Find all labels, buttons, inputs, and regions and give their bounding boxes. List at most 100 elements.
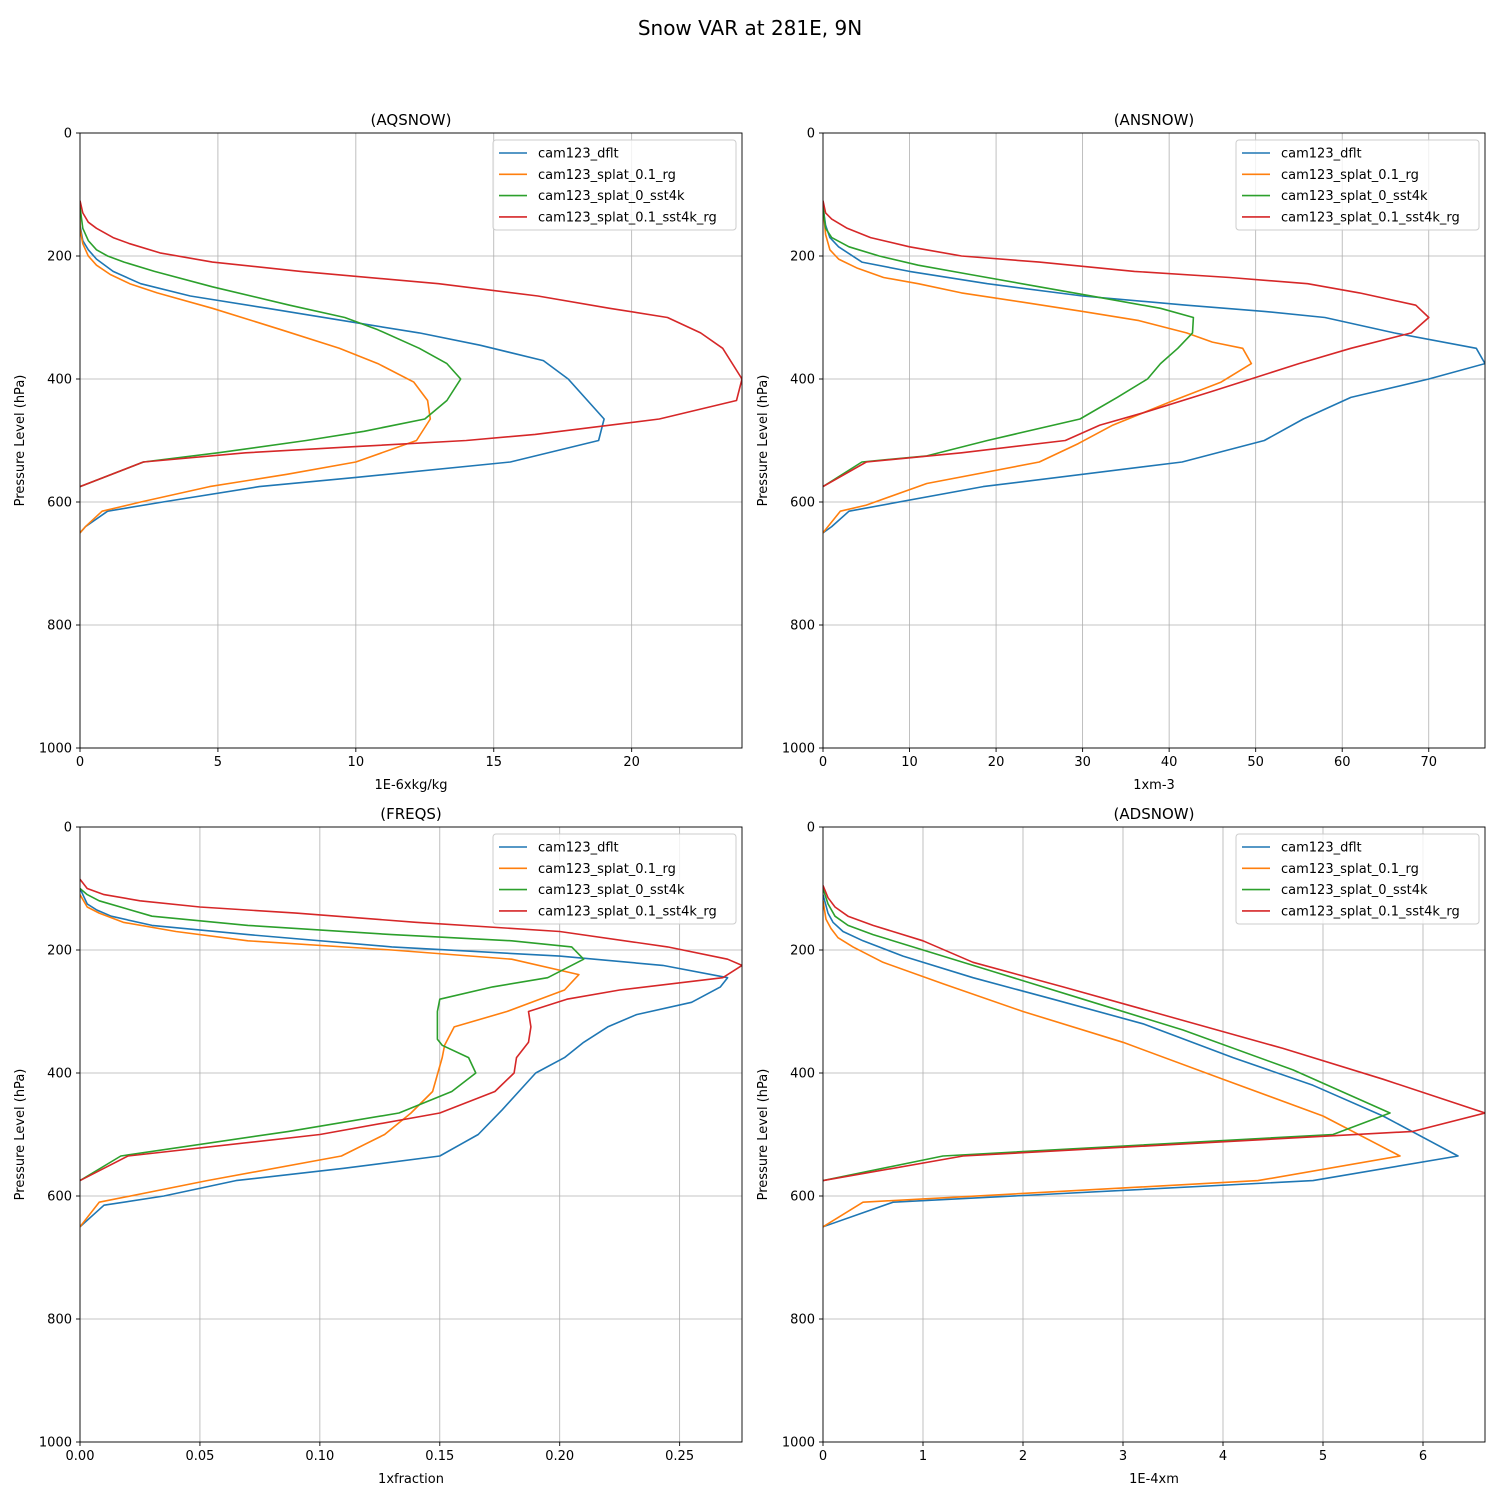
panel-title: (AQSNOW) [371,111,452,129]
legend-label: cam123_dflt [1281,147,1362,162]
chart-panel-1: 0 5 10 15 2002004006008001000(AQSNOW)1E-6xkg… [13,111,743,793]
axes-frame [822,132,1486,749]
y-axis-label: Pressure Level (hPa) [756,375,771,507]
x-tick-label: 0.10 [305,1449,334,1464]
y-tick-label: 200 [790,250,815,265]
x-tick-label: 0.15 [425,1449,454,1464]
series-group [823,885,1485,1228]
y-tick-label: 200 [47,944,72,959]
y-tick-label: 1000 [782,742,815,757]
figure-title: Snow VAR at 281E, 9N [637,16,863,40]
series-line-cam123_splat_0.1_sst4k_rg [823,885,1485,1182]
chart-panel-2: 0 10 20 30 40 50 60 70 0 200 400 600 800 1000 (ANSNOW)… [756,111,1486,793]
axes-frame [822,826,1486,1443]
series-line-cam123_splat_0_sst4k [80,206,462,488]
series-line-cam123_splat_0_sst4k [823,206,1195,488]
legend-label: cam123_splat_0_sst4k [1281,883,1428,898]
legend-label: cam123_splat_0.1_sst4k_rg [538,210,717,225]
series-line-cam123_splat_0_sst4k [823,888,1391,1182]
x-tick-label: 0 [76,755,84,770]
x-tick-label: 5 [1319,1449,1327,1464]
series-line-cam123_splat_0.1_rg [80,894,580,1228]
x-tick-label: 0.00 [66,1449,95,1464]
x-axis-label: 1xfraction [378,1472,444,1487]
series-group [80,200,742,534]
x-tick-label: 10 [348,755,365,770]
panel-title: (FREQS) [380,805,442,823]
y-tick-label: 200 [47,250,72,265]
y-tick-label: 600 [790,496,815,511]
x-tick-label: 4 [1219,1449,1227,1464]
x-tick-label: 0 [819,1449,827,1464]
x-tick-label: 20 [623,755,640,770]
x-tick-label: 0.25 [665,1449,694,1464]
y-tick-label: 1000 [39,1436,72,1451]
y-tick-label: 400 [790,373,815,388]
panel-title: (ADSNOW) [1114,805,1195,823]
x-tick-label: 0.20 [545,1449,574,1464]
y-tick-label: 0 [64,127,72,142]
legend-label: cam123_splat_0_sst4k [538,883,685,898]
chart-panel-3: 0.00 0.05 0.10 0.15 0.20 0.25 0 200 400 600 800 100… [13,805,743,1487]
legend-label: cam123_splat_0_sst4k [1281,189,1428,204]
legend-label: cam123_splat_0.1_sst4k_rg [1281,210,1460,225]
y-axis-label: Pressure Level (hPa) [756,1069,771,1201]
legend-label: cam123_dflt [538,147,619,162]
x-tick-label: 0 [819,755,827,770]
y-tick-label: 600 [47,1190,72,1205]
axes-frame [79,826,743,1443]
series-group [823,200,1485,534]
legend-box [1235,139,1480,231]
y-tick-label: 400 [47,1067,72,1082]
legend-box [492,139,737,231]
x-axis-label: 1E-6xkg/kg [374,778,447,793]
series-line-cam123_dflt [823,206,1485,534]
legend-label: cam123_splat_0.1_sst4k_rg [538,904,717,919]
legend-label: cam123_splat_0.1_rg [538,168,676,183]
x-tick-label: 0.05 [185,1449,214,1464]
y-tick-label: 1000 [782,1436,815,1451]
y-tick-label: 800 [47,619,72,634]
y-tick-label: 600 [790,1190,815,1205]
x-tick-label: 15 [485,755,502,770]
series-line-cam123_splat_0_sst4k [80,887,585,1182]
x-tick-label: 10 [901,755,918,770]
panel-title: (ANSNOW) [1114,111,1195,129]
x-axis-label: 1E-4xm [1129,1472,1179,1487]
legend-label: cam123_splat_0.1_sst4k_rg [1281,904,1460,919]
y-tick-label: 400 [790,1067,815,1082]
y-tick-label: 0 [807,821,815,836]
legend-label: cam123_splat_0.1_rg [538,862,676,877]
y-tick-label: 0 [64,821,72,836]
y-tick-label: 600 [47,496,72,511]
series-line-cam123_dflt [80,888,729,1228]
x-tick-label: 1 [919,1449,927,1464]
series-line-cam123_dflt [80,206,605,534]
legend: cam123_dflt cam123_splat_0.1_rg cam123_spl… [1235,139,1480,231]
legend: cam123_dflt cam123_splat_0.1_rg cam123_spl… [492,833,737,925]
y-tick-label: 800 [790,619,815,634]
y-tick-label: 400 [47,373,72,388]
legend-label: cam123_splat_0.1_rg [1281,862,1419,877]
y-tick-label: 0 [807,127,815,142]
legend-label: cam123_splat_0_sst4k [538,189,685,204]
x-tick-label: 30 [1074,755,1091,770]
x-tick-label: 40 [1161,755,1178,770]
series-line-cam123_dflt [823,894,1459,1228]
chart-panel-4: 0 1 2 3 4 5 6 0 200 400 600 800 1000 (ADSNOW) 1E-4xm Pr… [756,805,1486,1487]
legend-label: cam123_dflt [538,841,619,856]
y-tick-label: 200 [790,944,815,959]
series-line-cam123_splat_0.1_sst4k_rg [823,200,1430,488]
series-line-cam123_splat_0.1_rg [823,206,1253,534]
y-tick-label: 800 [47,1313,72,1328]
legend: cam123_dflt cam123_splat_0.1_rg cam123_spl… [1235,833,1480,925]
y-tick-label: 800 [790,1313,815,1328]
x-tick-label: 20 [988,755,1005,770]
axes-frame [79,132,743,749]
legend-box [492,833,737,925]
x-tick-label: 70 [1420,755,1437,770]
x-tick-label: 2 [1019,1449,1027,1464]
series-group [80,878,742,1228]
x-tick-label: 50 [1247,755,1264,770]
